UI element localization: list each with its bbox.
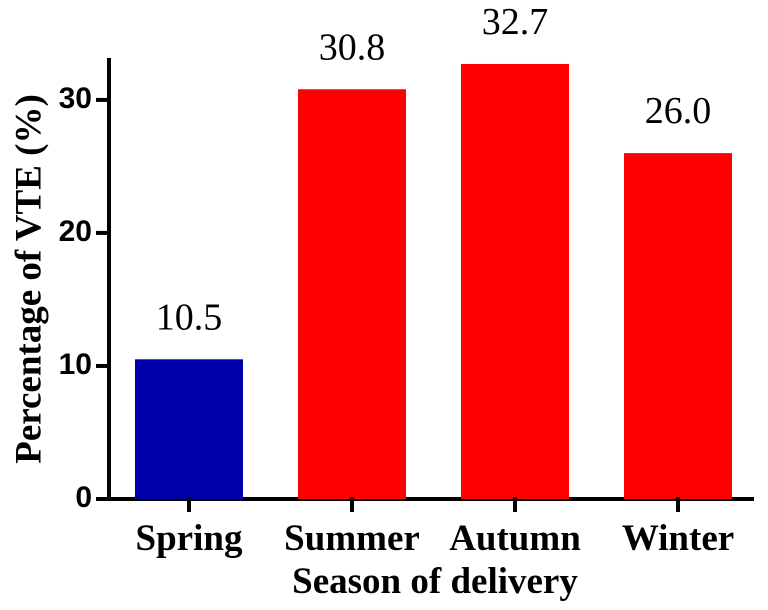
- x-tick-label-spring: Spring: [136, 518, 243, 559]
- y-tick-label: 0: [75, 481, 92, 514]
- data-label-spring: 10.5: [156, 296, 223, 338]
- data-label-autumn: 32.7: [482, 1, 549, 43]
- data-label-summer: 30.8: [319, 26, 386, 68]
- x-tick-label-summer: Summer: [284, 518, 420, 559]
- y-tick-label: 20: [59, 215, 92, 248]
- bar-summer: [298, 89, 406, 500]
- y-axis-title: Percentage of VTE (%): [8, 94, 49, 464]
- bar-winter: [624, 153, 732, 499]
- x-tick-label-winter: Winter: [622, 518, 734, 559]
- bar-spring: [135, 359, 243, 499]
- y-tick-label: 10: [59, 348, 92, 381]
- x-tick-label-autumn: Autumn: [449, 518, 581, 559]
- data-label-winter: 26.0: [645, 90, 712, 132]
- plot-area: 0 10 20 30 Spring 10.5 Summer 30.8 Autumn 32.7 Win…: [59, 1, 754, 559]
- y-tick-label: 30: [59, 82, 92, 115]
- x-axis-title: Season of delivery: [292, 561, 578, 602]
- bar-autumn: [461, 63, 569, 500]
